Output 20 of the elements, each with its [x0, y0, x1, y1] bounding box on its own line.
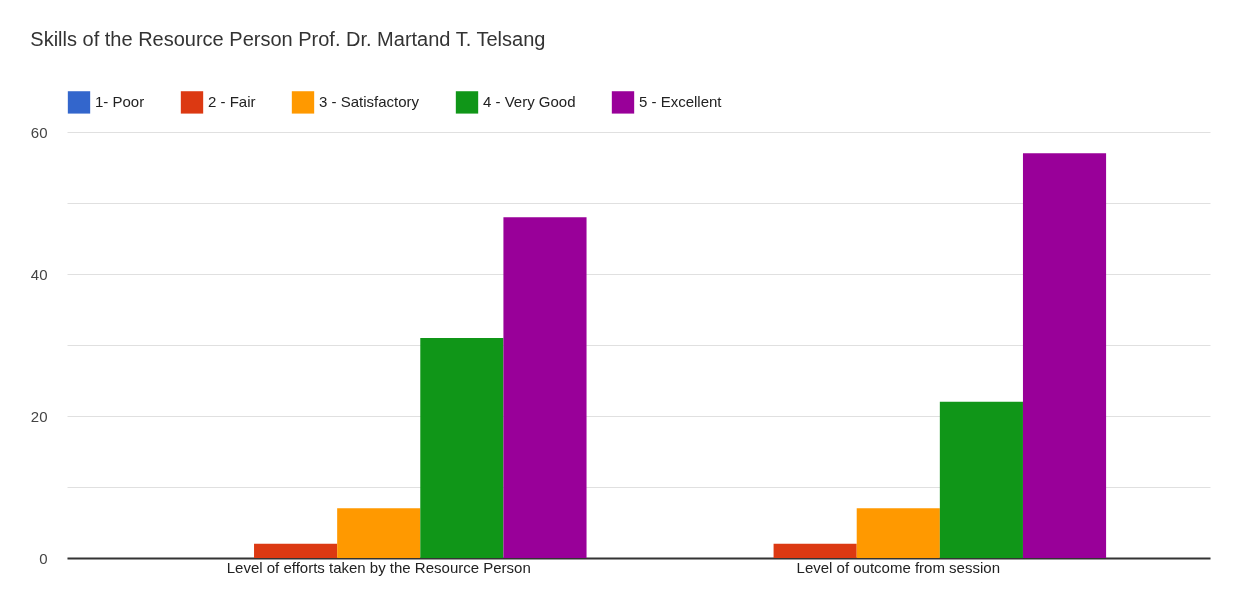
bar	[1022, 153, 1107, 558]
chart-title: Skills of the Resource Person Prof. Dr. Martand T. Telsang	[30, 28, 546, 50]
y-tick-label: 20	[30, 407, 48, 425]
bar	[773, 543, 857, 558]
legend-label: 3 - Satisfactory	[319, 93, 420, 111]
bar	[939, 401, 1023, 558]
bar	[503, 217, 587, 558]
legend-label: 2 - Fair	[208, 93, 256, 111]
y-tick-label: 40	[30, 265, 48, 283]
bar	[254, 543, 338, 558]
bar	[420, 337, 504, 558]
bar	[337, 508, 421, 558]
y-tick-label: 60	[30, 123, 48, 141]
legend-label: 5 - Excellent	[639, 93, 723, 111]
y-tick-label: 0	[39, 549, 48, 567]
legend-label: 1- Poor	[95, 93, 145, 111]
bar	[856, 508, 940, 558]
x-tick-label: Level of efforts taken by the Resource Person	[226, 558, 531, 576]
x-tick-label: Level of outcome from session	[796, 558, 1000, 576]
legend-label: 4 - Very Good	[483, 93, 576, 111]
